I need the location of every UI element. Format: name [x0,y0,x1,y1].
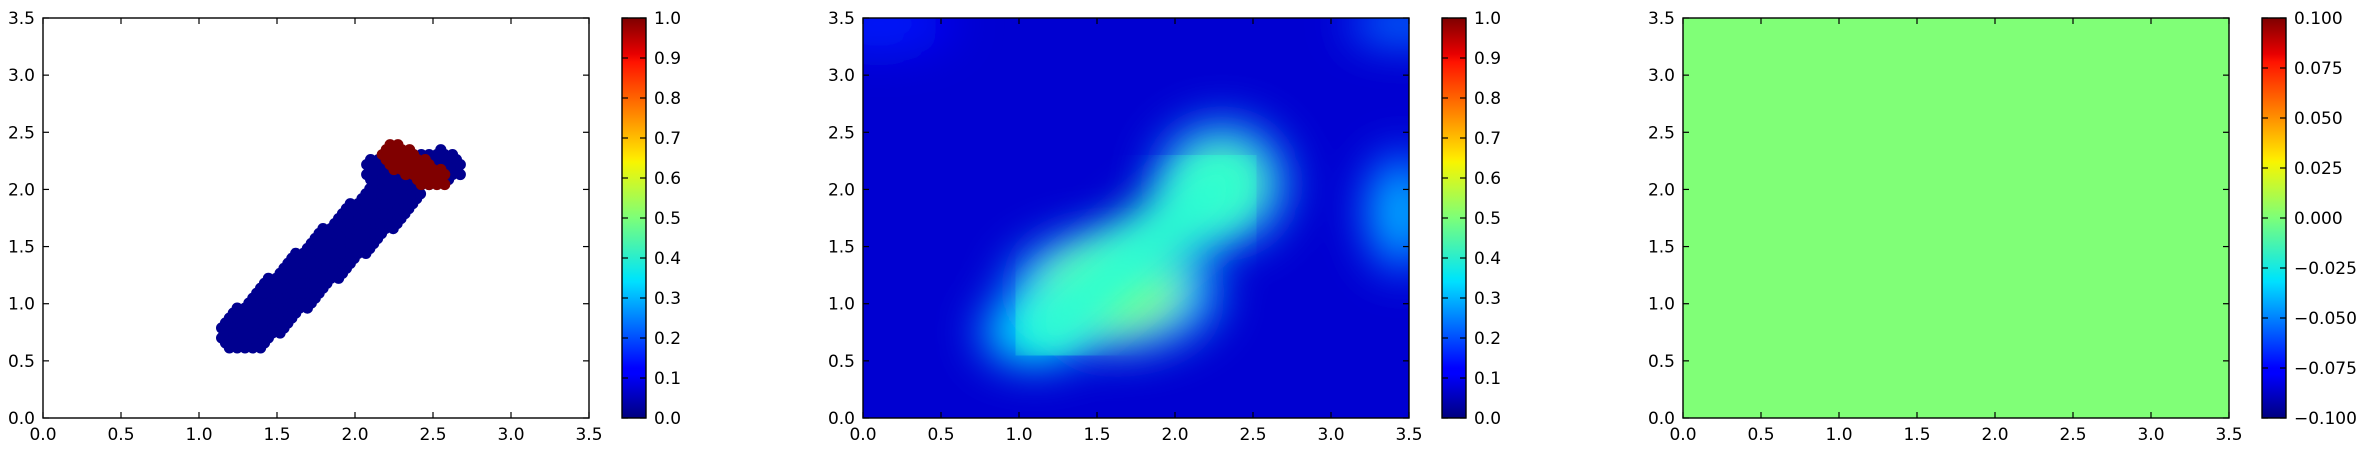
colorbar-tick-label: 0.4 [1474,249,1501,269]
colorbar-tick-label: 0.1 [654,369,681,389]
x-tick-label: 0.5 [107,425,134,445]
y-tick-label: 1.5 [8,238,35,258]
colorbar-tick-label: 0.3 [654,289,681,309]
x-tick-label: 2.0 [1981,425,2008,445]
x-tick-label: 0.5 [927,425,954,445]
colorbar-tick-label: −0.075 [2294,359,2357,379]
x-tick-label: 2.5 [419,425,446,445]
colorbar-tick-label: 0.6 [654,169,681,189]
y-tick-label: 3.5 [8,9,35,29]
y-tick-label: 2.5 [8,123,35,143]
y-tick-label: 0.5 [8,352,35,372]
x-tick-label: 1.5 [263,425,290,445]
colorbar-tick-label: 0.050 [2294,109,2343,129]
colorbar-tick-label: 0.8 [1474,89,1501,109]
x-tick-label: 3.0 [497,425,524,445]
colorbar-tick-label: 1.0 [1474,9,1501,29]
x-tick-label: 2.0 [341,425,368,445]
heatmap-panel: 0.0 0.5 1.0 1.5 2.0 2.5 3.0 3.5 0.0 0.5 1.0 1.5 2.0 2… [801,0,1501,445]
heatmap-image [801,0,1460,418]
x-tick-label: 3.5 [575,425,602,445]
y-tick-label: 0.0 [1648,409,1675,429]
y-tick-label: 1.0 [8,295,35,315]
uniform-heatmap-panel: 0.0 0.5 1.0 1.5 2.0 2.5 3.0 3.5 0.0 0.5 1.0 1.5 2.0 2… [1648,9,2357,445]
y-tick-label: 0.5 [1648,352,1675,372]
colorbar-tick-label: 0.7 [654,129,681,149]
colorbar-tick-label: 0.6 [1474,169,1501,189]
x-tick-label: 0.5 [1747,425,1774,445]
y-tick-label: 1.0 [1648,295,1675,315]
colorbar-tick-label: 0.5 [1474,209,1501,229]
x-tick-label: 1.0 [185,425,212,445]
colorbar-tick-label: 0.0 [1474,409,1501,429]
scatter-point [435,164,446,175]
y-tick-label: 1.0 [828,295,855,315]
x-tick-label: 1.0 [1825,425,1852,445]
scatter-point [447,149,458,160]
x-tick-label: 1.5 [1083,425,1110,445]
y-tick-label: 2.0 [828,180,855,200]
scatter-point [435,144,446,155]
colorbar-tick-label: 1.0 [654,9,681,29]
y-tick-label: 1.5 [1648,238,1675,258]
colorbar-tick-label: 0.2 [654,329,681,349]
colorbar-tick-label: 0.0 [654,409,681,429]
x-tick-label: 1.5 [1903,425,1930,445]
heatmap-blob [1376,171,1426,253]
x-tick-label: 2.5 [2059,425,2086,445]
x-tick-label: 2.5 [1239,425,1266,445]
y-tick-label: 3.0 [8,66,35,86]
colorbar-tick-label: 0.8 [654,89,681,109]
y-tick-label: 0.0 [828,409,855,429]
colorbar-tick-label: 0.2 [1474,329,1501,349]
y-tick-label: 3.5 [1648,9,1675,29]
scatter-panel: 0.0 0.5 1.0 1.5 2.0 2.5 3.0 3.5 0.0 0.5 1.0 1.5 2.0 2… [8,9,681,445]
y-tick-label: 2.0 [8,180,35,200]
scatter-point [404,144,415,155]
y-tick-label: 3.0 [828,66,855,86]
colorbar-tick-label: −0.025 [2294,259,2357,279]
y-tick-label: 1.5 [828,238,855,258]
y-tick-label: 2.5 [1648,123,1675,143]
colorbar-tick-label: 0.075 [2294,59,2343,79]
scatter-point [420,154,431,165]
x-tick-label: 3.0 [2137,425,2164,445]
scatter-point [392,139,403,150]
colorbar-tick-label: −0.050 [2294,309,2357,329]
x-tick-label: 3.0 [1317,425,1344,445]
colorbar-tick-label: 0.3 [1474,289,1501,309]
colorbar-tick-label: 0.9 [1474,49,1501,69]
colorbar-tick-label: 0.100 [2294,9,2343,29]
colorbar-tick-label: 0.4 [654,249,681,269]
colorbar-tick-label: 0.1 [1474,369,1501,389]
x-tick-label: 1.0 [1005,425,1032,445]
colorbar-tick-label: 0.5 [654,209,681,229]
uniform-heatmap-fill [1683,18,2229,418]
plot-background [43,18,589,418]
heatmap-blob [1364,10,1439,37]
colorbar-tick-label: 0.025 [2294,159,2343,179]
x-tick-label: 2.0 [1161,425,1188,445]
y-tick-label: 2.0 [1648,180,1675,200]
y-tick-label: 0.5 [828,352,855,372]
x-tick-label: 3.5 [2215,425,2242,445]
colorbar-tick-label: −0.100 [2294,409,2357,429]
y-tick-label: 0.0 [8,409,35,429]
colorbar-tick-label: 0.7 [1474,129,1501,149]
y-tick-label: 3.5 [828,9,855,29]
colorbar-tick-label: 0.000 [2294,209,2343,229]
y-tick-label: 2.5 [828,123,855,143]
colorbar-tick-label: 0.9 [654,49,681,69]
x-tick-label: 3.5 [1395,425,1422,445]
y-tick-label: 3.0 [1648,66,1675,86]
